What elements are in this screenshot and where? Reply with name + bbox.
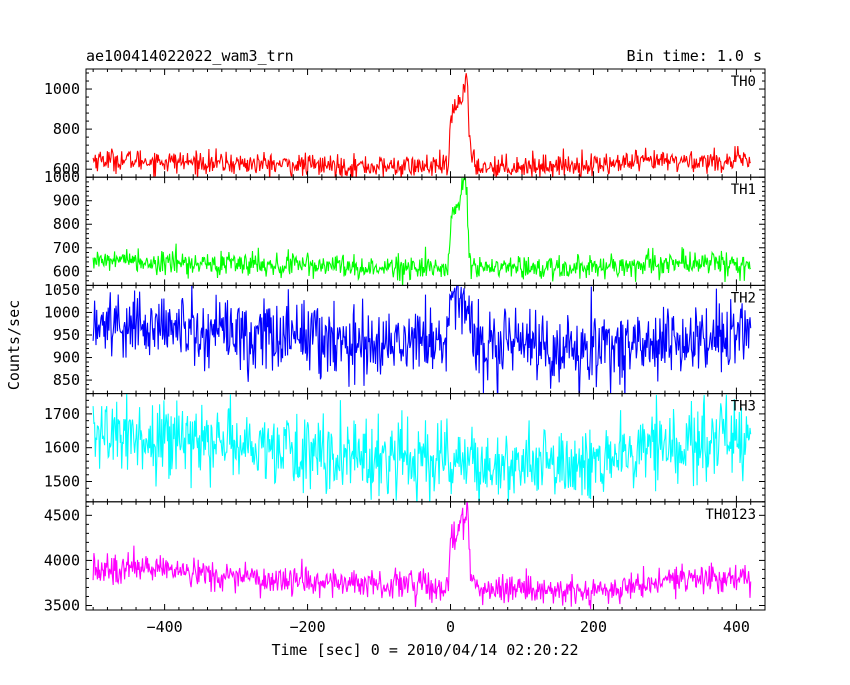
series-line-th3: [92, 393, 752, 502]
panel-th1: 600 700 800 900 1000 TH1: [44, 168, 766, 286]
panel-label-th0123: TH0123: [705, 507, 756, 523]
series-line-th1: [92, 177, 752, 286]
panel-label-th1: TH1: [731, 182, 756, 198]
y-tick-label: 1500: [44, 473, 80, 491]
y-tick-label: 3500: [44, 596, 80, 614]
x-axis-title: Time [sec] 0 = 2010/04/14 02:20:22: [271, 641, 578, 659]
y-tick-label: 1000: [44, 303, 80, 321]
series-line-th2: [92, 285, 752, 394]
y-tick-label: 4000: [44, 551, 80, 569]
y-tick-label: 700: [53, 239, 80, 257]
y-tick-label: 1700: [44, 405, 80, 423]
y-tick-label: 800: [53, 215, 80, 233]
x-tick-label: 0: [446, 618, 455, 636]
y-tick-label: 600: [53, 262, 80, 280]
figure-title: ae100414022022_wam3_trn: [86, 47, 294, 65]
x-tick-label: −200: [290, 618, 326, 636]
panel-th0123: 3500 4000 4500 TH0123: [44, 501, 766, 614]
series-line-th0123: [92, 501, 752, 610]
y-tick-label: 1000: [44, 168, 80, 186]
panel-th2: 850 900 950 1000 1050 TH2: [44, 281, 766, 395]
bin-time-label: Bin time: 1.0 s: [627, 47, 762, 65]
y-tick-label: 900: [53, 192, 80, 210]
y-tick-label: 800: [53, 120, 80, 138]
y-tick-label: 900: [53, 349, 80, 367]
y-tick-label: 4500: [44, 506, 80, 524]
y-tick-label: 850: [53, 371, 80, 389]
series-line-th0: [92, 73, 751, 178]
y-axis-title: Counts/sec: [5, 300, 23, 390]
x-tick-label: −400: [147, 618, 183, 636]
panel-frame: [85, 501, 766, 611]
x-tick-label: 400: [723, 618, 750, 636]
y-tick-label: 950: [53, 326, 80, 344]
y-tick-label: 1000: [44, 80, 80, 98]
y-tick-label: 1600: [44, 439, 80, 457]
y-tick-label: 600: [53, 160, 80, 178]
panels-group: 600 800 1000 TH0 600 700 800 900 1000 TH1 850 900 95…: [44, 68, 766, 636]
panel-label-th0: TH0: [731, 74, 756, 90]
y-tick-label: 1050: [44, 281, 80, 299]
panel-label-th3: TH3: [731, 399, 756, 415]
panel-label-th2: TH2: [731, 290, 756, 306]
x-tick-label: 200: [580, 618, 607, 636]
